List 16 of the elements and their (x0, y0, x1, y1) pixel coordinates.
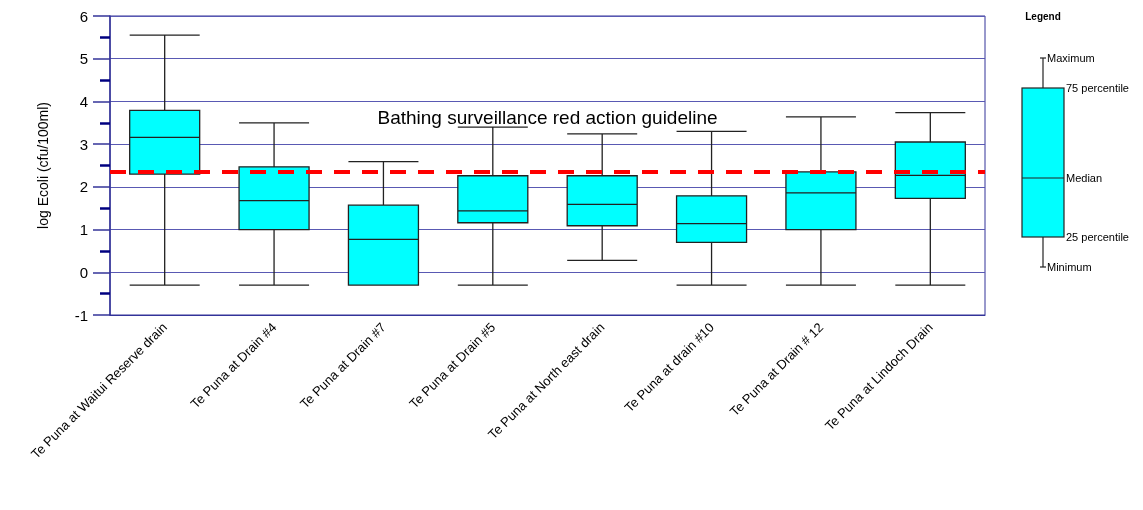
y-tick-label: 2 (79, 178, 88, 196)
y-axis-title: log Ecoli (cfu/100ml) (35, 102, 51, 229)
legend-title: Legend (1025, 11, 1061, 22)
text: 75 percentile (1066, 82, 1129, 94)
text: 25 percentile (1066, 231, 1129, 243)
y-tick-label: 5 (79, 50, 88, 68)
y-tick-label: 4 (79, 92, 88, 110)
y-tick-label: 3 (79, 135, 88, 153)
text: Maximum (1047, 52, 1095, 64)
ref-line-label: Bathing surveillance red action guideline (377, 107, 718, 129)
text: Median (1066, 172, 1103, 184)
y-tick-label: 6 (79, 7, 88, 25)
text: Minimum (1047, 261, 1092, 273)
y-tick-label: 1 (79, 221, 88, 239)
y-tick-label: 0 (79, 263, 88, 281)
y-tick-label: -1 (74, 306, 88, 324)
